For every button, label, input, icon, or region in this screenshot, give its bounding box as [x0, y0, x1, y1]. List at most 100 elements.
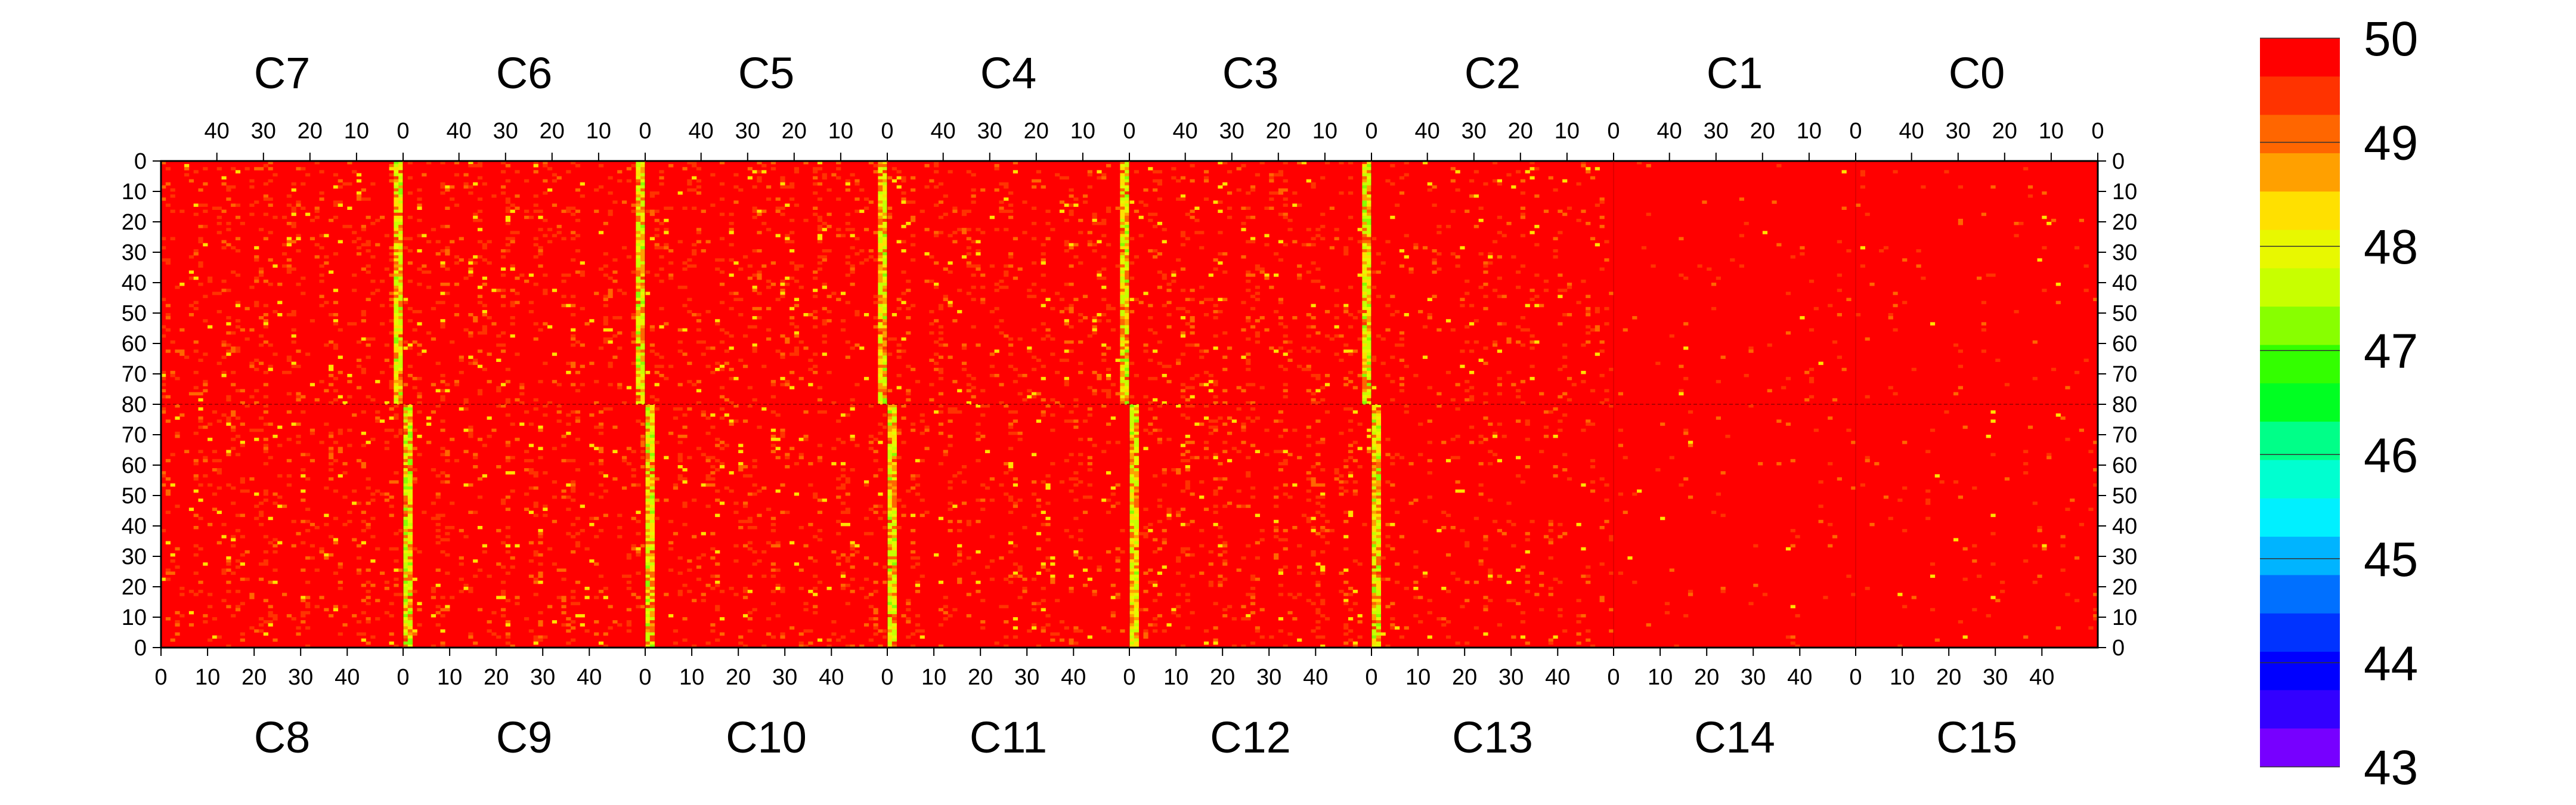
heatmap-cell — [1162, 273, 1167, 277]
heatmap-cell — [752, 608, 757, 612]
heatmap-cell — [883, 386, 888, 389]
heatmap-cell — [1246, 361, 1251, 366]
heatmap-cell — [649, 641, 655, 645]
heatmap-cell — [980, 507, 986, 511]
heatmap-cell — [394, 568, 399, 572]
heatmap-cell — [263, 395, 268, 399]
heatmap-cell — [649, 599, 655, 602]
heatmap-cell — [738, 313, 744, 317]
heatmap-cell — [268, 167, 273, 171]
heatmap-cell — [617, 346, 623, 350]
heatmap-cell — [631, 164, 636, 168]
heatmap-cell — [1367, 309, 1372, 314]
heatmap-cell — [221, 355, 227, 359]
heatmap-cell — [450, 526, 455, 530]
heatmap-cell — [1129, 587, 1135, 590]
heatmap-cell — [1050, 413, 1055, 417]
heatmap-cell — [394, 270, 399, 274]
heatmap-cell — [831, 292, 837, 295]
heatmap-cell — [575, 468, 581, 472]
heatmap-cell — [566, 507, 571, 511]
heatmap-cell — [1213, 200, 1218, 204]
heatmap-cell — [161, 395, 166, 399]
heatmap-cell — [780, 212, 785, 216]
heatmap-cell — [645, 626, 651, 630]
heatmap-cell — [394, 547, 399, 551]
heatmap-cell — [445, 188, 450, 192]
heatmap-cell — [943, 343, 948, 347]
heatmap-cell — [1246, 316, 1251, 320]
heatmap-cell — [836, 176, 841, 179]
heatmap-cell — [1129, 465, 1135, 469]
heatmap-cell — [682, 286, 688, 289]
heatmap-cell — [524, 410, 530, 414]
heatmap-cell — [1120, 249, 1125, 253]
heatmap-cell — [445, 571, 450, 575]
heatmap-cell — [333, 489, 339, 493]
heatmap-cell — [1367, 267, 1372, 271]
heatmap-cell — [268, 456, 273, 460]
heatmap-cell — [543, 218, 548, 222]
heatmap-cell — [440, 608, 445, 612]
heatmap-cell — [1148, 249, 1153, 253]
heatmap-cell — [891, 529, 897, 532]
heatmap-cell — [863, 258, 869, 262]
heatmap-cell — [617, 289, 623, 292]
heatmap-cell — [948, 435, 953, 438]
heatmap-cell — [952, 240, 958, 244]
heatmap-cell — [1022, 526, 1027, 530]
heatmap-cell — [883, 635, 888, 639]
heatmap-cell — [845, 182, 850, 186]
heatmap-cell — [705, 483, 711, 487]
heatmap-cell — [468, 635, 473, 639]
heatmap-cell — [1264, 276, 1270, 280]
heatmap-cell — [403, 574, 408, 578]
heatmap-cell — [919, 431, 925, 435]
heatmap-cell — [883, 364, 888, 369]
heatmap-cell — [1236, 167, 1241, 171]
heatmap-cell — [491, 632, 497, 636]
heatmap-cell — [896, 306, 902, 311]
heatmap-cell — [487, 352, 492, 356]
heatmap-cell — [621, 246, 627, 250]
heatmap-cell — [1367, 370, 1372, 374]
heatmap-cell — [533, 209, 538, 213]
heatmap-cell — [1120, 355, 1125, 359]
heatmap-cell — [216, 215, 222, 219]
heatmap-cell — [631, 203, 636, 207]
heatmap-cell — [445, 267, 450, 271]
heatmap-cell — [1106, 243, 1111, 247]
heatmap-cell — [403, 459, 408, 463]
heatmap-cell — [1078, 462, 1083, 466]
heatmap-cell — [356, 556, 362, 560]
heatmap-cell — [319, 273, 324, 277]
heatmap-cell — [389, 173, 394, 177]
heatmap-cell — [394, 267, 399, 271]
heatmap-cell — [384, 580, 389, 584]
heatmap-cell — [1087, 173, 1092, 177]
heatmap-cell — [254, 492, 259, 496]
heatmap-cell — [948, 507, 953, 511]
heatmap-cell — [440, 389, 445, 392]
heatmap-cell — [1069, 574, 1074, 578]
heatmap-cell — [636, 304, 641, 308]
heatmap-cell — [808, 358, 813, 362]
heatmap-cell — [780, 635, 785, 639]
heatmap-cell — [1069, 325, 1074, 329]
heatmap-cell — [780, 632, 785, 636]
heatmap-cell — [1241, 164, 1246, 168]
heatmap-cell — [431, 501, 436, 505]
heatmap-cell — [496, 562, 501, 566]
heatmap-cell — [500, 267, 506, 271]
heatmap-cell — [868, 593, 874, 596]
heatmap-cell — [649, 499, 655, 502]
heatmap-cell — [887, 465, 893, 469]
heatmap-cell — [319, 234, 324, 237]
heatmap-cell — [482, 328, 487, 332]
heatmap-cell — [407, 419, 413, 423]
heatmap-cell — [1115, 501, 1120, 505]
heatmap-cell — [1367, 191, 1372, 195]
heatmap-cell — [645, 419, 651, 423]
heatmap-cell — [394, 161, 399, 165]
heatmap-cell — [407, 623, 413, 627]
